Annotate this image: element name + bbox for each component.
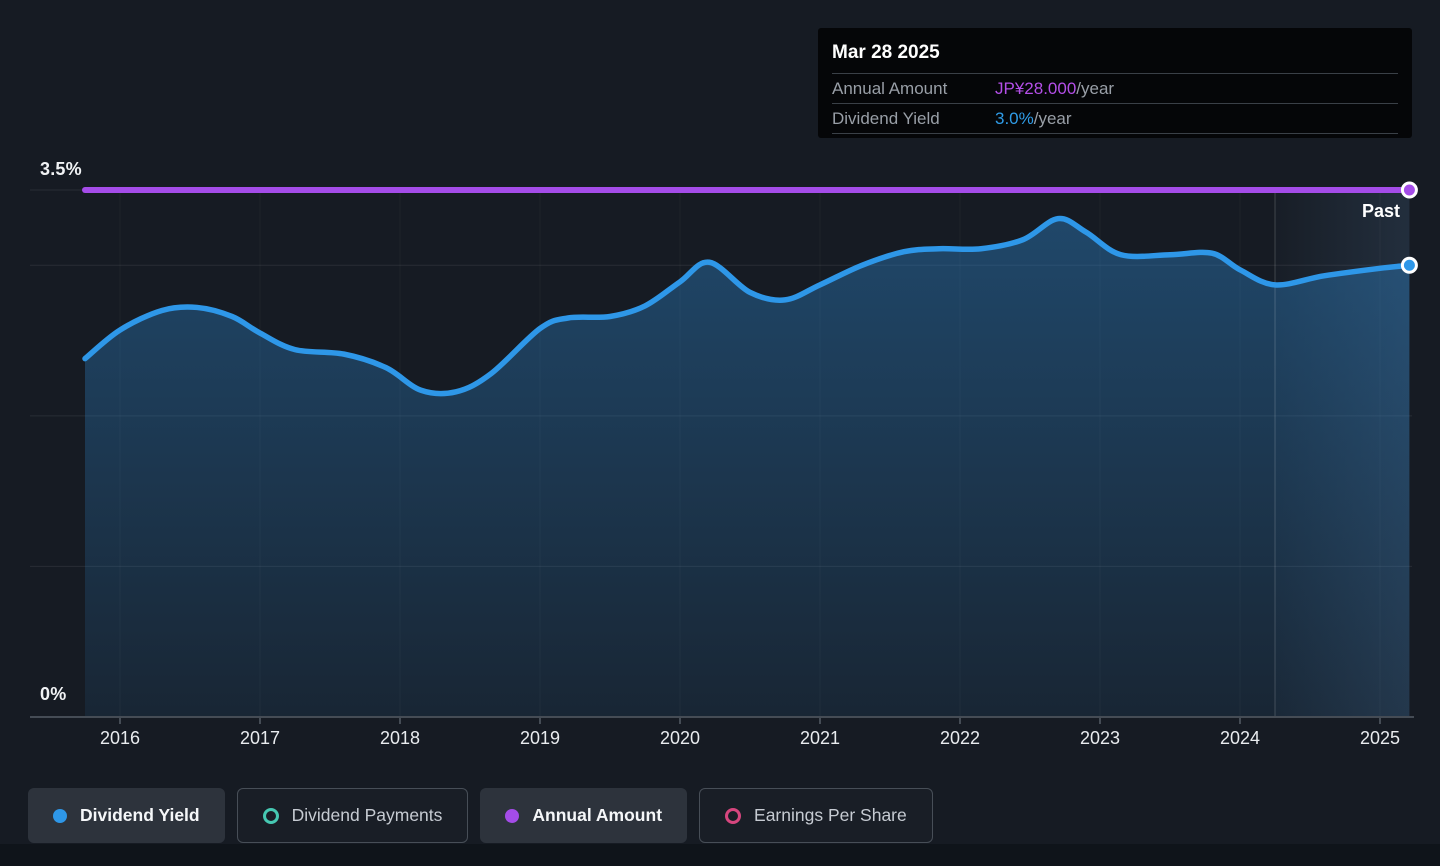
dividend-yield-line	[82, 215, 1413, 397]
x-axis-label-2020: 2020	[659, 728, 701, 748]
x-axis-label-2022: 2022	[939, 728, 981, 748]
tooltip-divider	[832, 103, 1398, 104]
y-axis-label-top: 3.5%	[40, 159, 82, 179]
legend-label: Earnings Per Share	[754, 805, 907, 825]
chart-tooltip: Mar 28 2025 Annual Amount JP¥28.000/year…	[818, 28, 1412, 138]
x-axis-label-2016: 2016	[99, 728, 141, 748]
tooltip-row-annual-amount: Annual Amount JP¥28.000/year	[832, 74, 1398, 103]
x-axis-label-2023: 2023	[1079, 728, 1121, 748]
ring-icon	[262, 807, 279, 824]
ring-icon	[725, 807, 742, 824]
legend-button-earnings-per-share[interactable]: Earnings Per Share	[699, 788, 933, 843]
tooltip-divider	[832, 133, 1398, 134]
dividend-yield-endpoint-marker	[1400, 256, 1418, 274]
x-axis-label-2018: 2018	[379, 728, 421, 748]
chart-legend: Dividend Yield Dividend Payments Annual Am…	[28, 788, 933, 843]
legend-button-annual-amount[interactable]: Annual Amount	[480, 788, 688, 843]
y-axis-label-bottom: 0%	[40, 684, 67, 704]
tooltip-value: 3.0%	[995, 108, 1034, 128]
dividend-yield-area	[85, 218, 1410, 718]
x-axis-label-2019: 2019	[519, 728, 561, 748]
tooltip-label: Annual Amount	[832, 78, 948, 98]
x-axis-label-2025: 2025	[1359, 728, 1401, 748]
tooltip-row-dividend-yield: Dividend Yield 3.0%/year	[832, 104, 1398, 133]
tooltip-divider	[832, 73, 1398, 74]
x-axis-label-2017: 2017	[239, 728, 281, 748]
legend-button-dividend-payments[interactable]: Dividend Payments	[236, 788, 469, 843]
filled-dot-icon	[505, 808, 520, 823]
tooltip-value-suffix: /year	[1033, 108, 1072, 128]
tooltip-value: JP¥28.000	[995, 78, 1077, 98]
legend-label: Dividend Payments	[291, 805, 443, 825]
legend-label: Annual Amount	[532, 805, 663, 825]
filled-dot-icon	[53, 808, 67, 823]
x-axis-label-2021: 2021	[799, 728, 841, 748]
legend-button-dividend-yield[interactable]: Dividend Yield	[28, 788, 225, 843]
annual-amount-endpoint-marker	[1400, 181, 1418, 199]
bottom-band	[0, 844, 1440, 866]
tooltip-value-suffix: /year	[1076, 78, 1115, 98]
tooltip-label: Dividend Yield	[832, 108, 940, 128]
x-axis-label-2024: 2024	[1219, 728, 1261, 748]
past-label: Past	[1361, 201, 1400, 221]
x-axis: 2016 2017 2018 2019 2020 2021 2022 2023 2024 2025	[0, 728, 1440, 754]
tooltip-date: Mar 28 2025	[832, 42, 940, 63]
legend-label: Dividend Yield	[80, 805, 200, 825]
